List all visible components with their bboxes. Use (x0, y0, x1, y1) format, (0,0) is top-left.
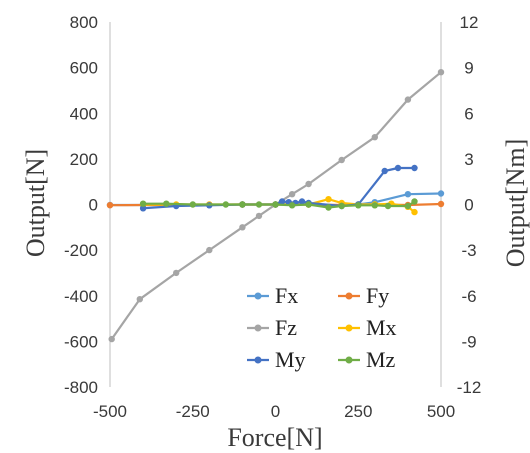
data-point-mz (325, 204, 332, 211)
y2-tick-label: -3 (461, 241, 476, 260)
y2-tick-label: -9 (461, 332, 476, 351)
data-point-my (139, 205, 147, 212)
data-point-mz (338, 202, 345, 210)
tick-labels: -500 -250 0 250 500 800 600 400 200 0 -200 -400 -600… (64, 13, 481, 421)
data-point-my (394, 164, 402, 172)
data-point-mz (404, 202, 412, 210)
x-tick-label: -250 (176, 402, 210, 421)
y-tick-label: -400 (64, 287, 98, 306)
series-mz (139, 198, 418, 211)
x-axis-title: Force[N] (227, 423, 322, 452)
data-point-fy (437, 200, 445, 208)
data-point-fy (106, 202, 114, 209)
data-point-my (411, 164, 418, 172)
x-tick-label: 500 (427, 402, 455, 421)
x-tick-label: 0 (271, 402, 280, 421)
legend-swatch-marker (254, 356, 262, 364)
data-point-mz (239, 201, 246, 208)
data-point-fx (404, 191, 412, 198)
data-point-my (381, 167, 388, 175)
data-point-fz (404, 96, 412, 103)
data-point-fz (255, 212, 263, 220)
legend-label: Mz (366, 347, 396, 372)
x-tick-label: -500 (93, 402, 127, 421)
y2-tick-label: 3 (464, 150, 473, 169)
data-point-mz (139, 200, 147, 207)
data-point-mz (305, 201, 312, 208)
data-point-fz (108, 335, 115, 343)
data-point-fz (173, 269, 180, 277)
data-point-mz (384, 202, 392, 210)
y2-axis-title: Output[Nm] (501, 139, 530, 268)
y-tick-label: 800 (70, 13, 98, 32)
legend-item-my: My (247, 347, 306, 372)
y2-tick-label: -12 (457, 378, 482, 397)
y-tick-label: 200 (70, 150, 98, 169)
legend-swatch-marker (254, 324, 262, 332)
legend-label: Fy (366, 283, 389, 308)
y-tick-label: -600 (64, 332, 98, 351)
data-point-mz (189, 201, 196, 208)
data-point-mz (255, 201, 263, 208)
data-point-fz (338, 156, 345, 164)
data-point-mz (222, 201, 229, 208)
data-point-fz (371, 134, 378, 141)
legend-swatch-marker (345, 356, 353, 364)
series-line-mz (143, 200, 416, 209)
data-point-mz (371, 202, 378, 209)
data-point-mz (272, 201, 279, 208)
y-tick-label: 0 (89, 196, 98, 215)
y-tick-label: 400 (70, 104, 98, 123)
legend-item-fy: Fy (338, 283, 389, 308)
legend-item-fx: Fx (247, 283, 298, 308)
y-axis-title: Output[N] (21, 149, 50, 257)
x-tick-label: 250 (344, 402, 372, 421)
legend-label: My (275, 347, 306, 372)
data-point-mz (411, 198, 418, 205)
data-point-fz (288, 191, 296, 198)
data-point-mx (411, 208, 418, 216)
y2-tick-label: 9 (464, 59, 473, 78)
legend-swatch-marker (345, 292, 353, 300)
y2-tick-label: 12 (460, 13, 479, 32)
legend-item-fz: Fz (247, 315, 297, 340)
data-point-fx (437, 190, 445, 197)
data-point-my (278, 198, 286, 205)
legend-item-mx: Mx (338, 315, 397, 340)
y2-tick-label: 0 (464, 196, 473, 215)
data-point-fz (305, 180, 312, 188)
data-point-fz (136, 296, 143, 303)
data-point-fz (239, 224, 246, 231)
legend-swatch-marker (254, 292, 262, 300)
y2-tick-label: 6 (464, 104, 473, 123)
y-tick-label: 600 (70, 59, 98, 78)
legend-item-mz: Mz (338, 347, 396, 372)
data-point-fz (206, 246, 213, 254)
legend-label: Fx (275, 283, 298, 308)
y-tick-label: -800 (64, 378, 98, 397)
data-point-my (298, 198, 306, 205)
legend-label: Mx (366, 315, 397, 340)
data-point-mz (163, 200, 170, 207)
y2-tick-label: -6 (461, 287, 476, 306)
legend: Fx Fy Fz Mx My Mz (247, 283, 397, 372)
legend-label: Fz (275, 315, 297, 340)
data-point-mz (288, 202, 296, 209)
y-tick-label: -200 (64, 241, 98, 260)
data-point-mx (325, 196, 332, 203)
series-layer (106, 69, 445, 343)
data-point-fz (437, 69, 445, 76)
legend-swatch-marker (345, 324, 353, 332)
data-point-mz (355, 202, 362, 209)
